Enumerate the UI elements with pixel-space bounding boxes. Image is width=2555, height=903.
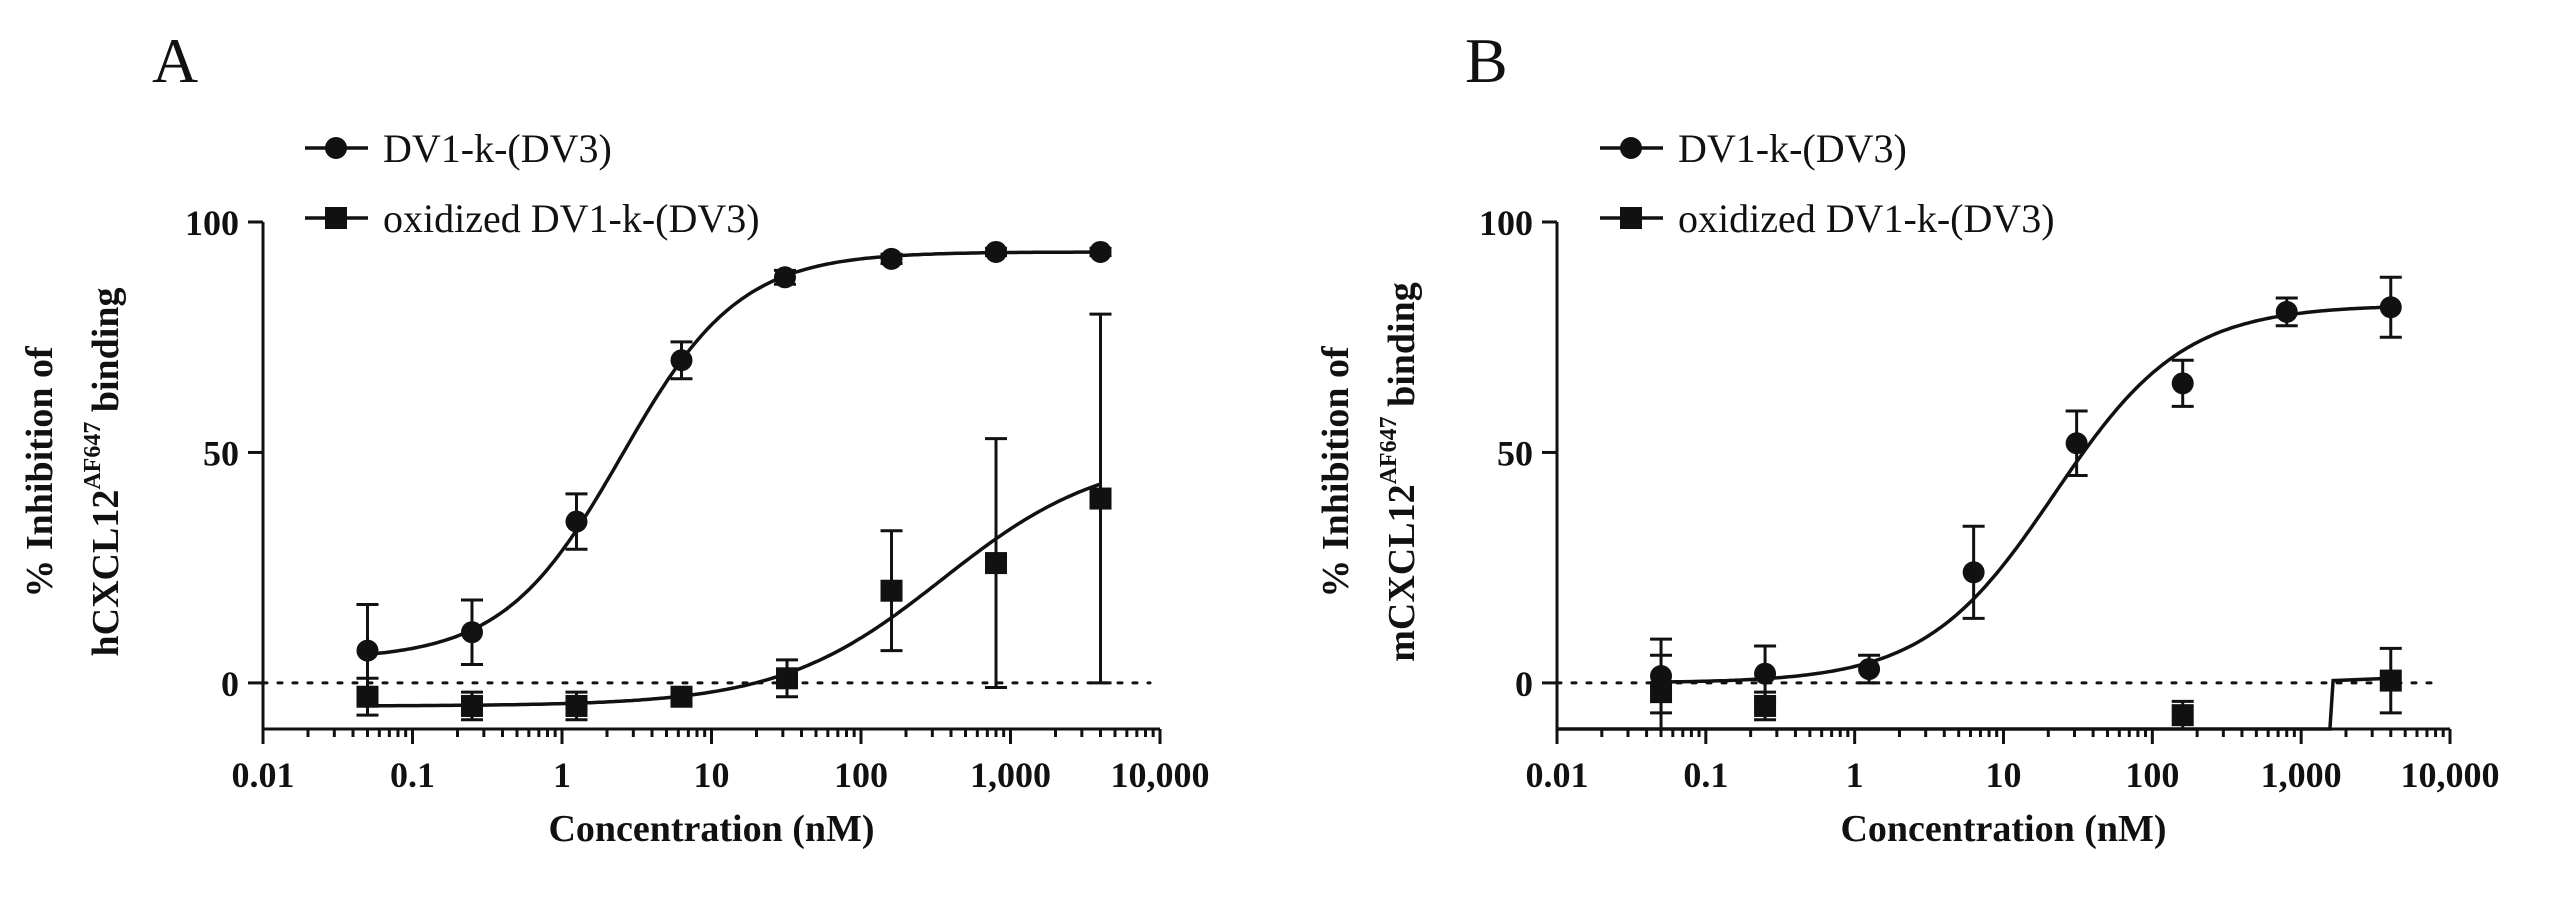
- panel-a-point-1-5: [880, 247, 903, 270]
- legend-a-square-marker: [325, 207, 347, 229]
- panel-a-xlabel: Concentration (nM): [548, 808, 874, 850]
- panel-a-ytick-label-100: 100: [185, 203, 239, 243]
- legend-b-circle-marker: [1620, 137, 1642, 159]
- svg-text:mCXCL12AF647 binding: mCXCL12AF647 binding: [1376, 282, 1423, 661]
- panel-b-legend: DV1-k-(DV3) oxidized DV1-k-(DV3): [1600, 126, 2055, 241]
- panel-a-xtick-label-1: 0.1: [390, 755, 435, 795]
- panel-b-xtick-label-3: 10: [1986, 755, 2022, 795]
- legend-a-series-2: oxidized DV1-k-(DV3): [383, 196, 760, 241]
- panel-b-fit-curve-1: [1660, 305, 2391, 684]
- panel-a-xtick-label-0: 0.01: [232, 755, 295, 795]
- panel-a-xtick-label-4: 100: [834, 755, 888, 795]
- panel-b-series-1: [1650, 275, 2402, 715]
- panel-b-point-1-4: [2065, 432, 2088, 455]
- panel-b-ylabel-prefix: mCXCL12: [1381, 484, 1423, 661]
- panel-b-point-1-2: [1858, 658, 1881, 681]
- panel-a-point-1-1: [460, 621, 483, 644]
- panel-b-fit-curve-2: [1557, 676, 2391, 731]
- panel-a-point-1-6: [985, 240, 1008, 263]
- panel-a-ylabel-main: % Inhibition of: [19, 345, 61, 598]
- panel-a-letter: A: [152, 25, 198, 96]
- panel-a-point-2-2: [565, 694, 588, 717]
- legend-b-series-1: DV1-k-(DV3): [1678, 126, 1907, 171]
- panel-b-y-axis-title-2: mCXCL12AF647 binding: [1376, 282, 1423, 661]
- panel-a-point-1-7: [1089, 240, 1112, 263]
- panel-b-ylabel-sup: AF647: [1376, 416, 1402, 484]
- panel-b-xtick-label-5: 1,000: [2261, 755, 2342, 795]
- panel-b-ylabel-main: % Inhibition of: [1315, 345, 1357, 598]
- panel-a-fit-curve-2: [367, 482, 1102, 708]
- panel-b-xlabel: Concentration (nM): [1840, 808, 2166, 850]
- legend-a-series-1: DV1-k-(DV3): [383, 126, 612, 171]
- panel-a: A DV1-k-(DV3) oxidized DV1-k-(DV3) % Inh…: [19, 25, 1210, 850]
- panel-a-ytick-label-50: 50: [203, 433, 239, 473]
- panel-a-ylabel-prefix: hCXCL12: [85, 490, 127, 657]
- panel-a-point-2-7: [1089, 487, 1112, 510]
- panel-a-ylabel-suffix: binding: [85, 288, 127, 422]
- panel-b-point-2-1: [1754, 694, 1777, 717]
- legend-a-circle-marker: [325, 137, 347, 159]
- panel-b-xtick-label-1: 0.1: [1683, 755, 1728, 795]
- panel-b-ytick-label-100: 100: [1479, 203, 1533, 243]
- panel-a-ylabel-sup: AF647: [80, 422, 106, 490]
- panel-a-plot: 0 50 100 0.01 0.1 1 10 100 1,000 10,000 Concentrat…: [185, 203, 1210, 850]
- panel-a-xtick-label-6: 10,000: [1111, 755, 1210, 795]
- panel-b-xtick-label-4: 100: [2125, 755, 2179, 795]
- panel-b-y-axis-title: % Inhibition of: [1315, 345, 1357, 598]
- svg-text:hCXCL12AF647 binding: hCXCL12AF647 binding: [80, 288, 127, 657]
- panel-a-ytick-label-0: 0: [221, 664, 239, 704]
- panel-b-xtick-label-0: 0.01: [1526, 755, 1589, 795]
- panel-b-xtick-label-2: 1: [1846, 755, 1864, 795]
- panel-b-point-2-3: [2379, 669, 2402, 692]
- panel-b: B DV1-k-(DV3) oxidized DV1-k-(DV3) % Inh…: [1315, 25, 2500, 850]
- panel-b-ylabel-suffix: binding: [1381, 282, 1423, 416]
- panel-b-xtick-label-6: 10,000: [2401, 755, 2500, 795]
- panel-a-point-1-4: [773, 266, 796, 289]
- panel-a-point-2-4: [776, 667, 799, 690]
- panel-a-point-1-2: [565, 510, 588, 533]
- panel-a-xtick-label-2: 1: [553, 755, 571, 795]
- panel-a-y-axis-title: % Inhibition of: [19, 345, 61, 598]
- panel-b-point-1-6: [2275, 300, 2298, 323]
- panel-a-series-2: [356, 312, 1112, 722]
- panel-a-point-2-3: [670, 685, 693, 708]
- panel-b-series-2: [1557, 646, 2402, 731]
- panel-b-point-2-2: [2171, 704, 2194, 727]
- panel-a-point-2-1: [460, 694, 483, 717]
- panel-a-point-2-5: [880, 579, 903, 602]
- panel-b-point-1-3: [1962, 561, 1985, 584]
- legend-b-square-marker: [1620, 207, 1642, 229]
- panel-a-point-1-0: [356, 639, 379, 662]
- panel-b-plot: 0 50 100 0.01 0.1 1 10 100 1,000 10,000 Concentrat…: [1479, 203, 2500, 850]
- panel-a-point-2-6: [985, 552, 1008, 575]
- panel-b-point-1-7: [2379, 296, 2402, 319]
- panel-a-xtick-label-5: 1,000: [970, 755, 1051, 795]
- panel-a-y-axis-title-2: hCXCL12AF647 binding: [80, 288, 127, 657]
- legend-b-series-2: oxidized DV1-k-(DV3): [1678, 196, 2055, 241]
- panel-b-point-1-1: [1754, 662, 1777, 685]
- panel-a-point-2-0: [356, 685, 379, 708]
- panel-a-xtick-label-3: 10: [694, 755, 730, 795]
- panel-b-point-1-5: [2171, 372, 2194, 395]
- panel-a-series-1: [356, 240, 1112, 699]
- panel-b-ytick-label-50: 50: [1497, 433, 1533, 473]
- panel-a-legend: DV1-k-(DV3) oxidized DV1-k-(DV3): [305, 126, 760, 241]
- panel-a-fit-curve-1: [367, 250, 1101, 657]
- panel-a-point-1-3: [670, 349, 693, 372]
- panel-b-ytick-label-0: 0: [1515, 664, 1533, 704]
- panel-b-letter: B: [1465, 25, 1508, 96]
- panel-b-point-2-0: [1650, 681, 1673, 704]
